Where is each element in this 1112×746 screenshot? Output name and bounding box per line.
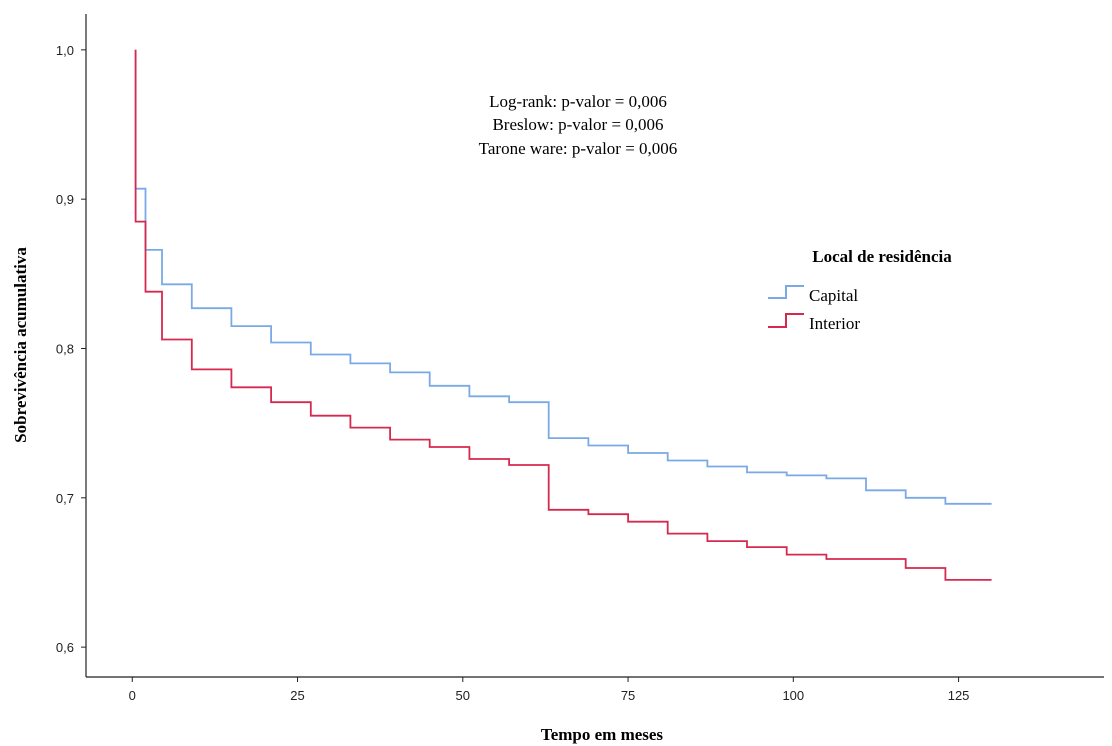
x-tick-label: 100 (782, 688, 804, 703)
y-tick-label: 0,7 (56, 491, 74, 506)
legend: Local de residência Capital Interior (768, 247, 952, 333)
x-tick-label: 50 (456, 688, 470, 703)
y-tick-label: 0,9 (56, 192, 74, 207)
annotation-logrank: Log-rank: p-valor = 0,006 (489, 92, 667, 111)
legend-label-capital: Capital (809, 286, 858, 305)
y-tick-label: 1,0 (56, 43, 74, 58)
legend-swatch-interior (768, 313, 804, 328)
y-tick-label: 0,6 (56, 640, 74, 655)
x-tick-label: 125 (948, 688, 970, 703)
x-tick-label: 0 (129, 688, 136, 703)
x-tick-label: 25 (290, 688, 304, 703)
series-layer (134, 49, 992, 581)
axes (85, 14, 1104, 678)
ticks: 0,6 0,7 0,8 0,9 1,0 0 25 50 75 100 125 (56, 43, 970, 703)
legend-label-interior: Interior (809, 314, 860, 333)
series-line-capital (134, 49, 992, 505)
x-axis-title: Tempo em meses (541, 725, 664, 744)
legend-item-capital: Capital (768, 285, 858, 305)
annotation-tarone-ware: Tarone ware: p-valor = 0,006 (479, 139, 678, 158)
series-line-interior (134, 49, 992, 581)
y-tick-label: 0,8 (56, 341, 74, 356)
legend-title: Local de residência (812, 247, 952, 266)
x-tick-label: 75 (621, 688, 635, 703)
annotation-breslow: Breslow: p-valor = 0,006 (492, 115, 663, 134)
y-axis-title: Sobrevivência acumulativa (11, 247, 30, 443)
legend-swatch-capital (768, 285, 804, 299)
legend-item-interior: Interior (768, 313, 860, 333)
